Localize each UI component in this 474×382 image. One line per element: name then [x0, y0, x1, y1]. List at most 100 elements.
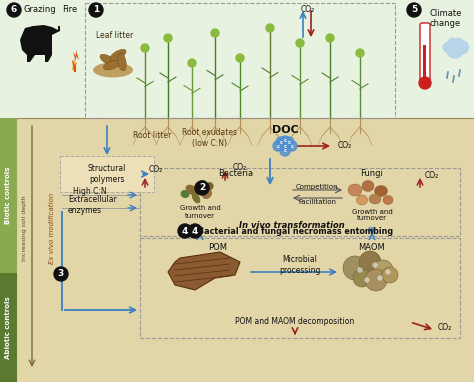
Ellipse shape	[110, 49, 126, 61]
Circle shape	[454, 38, 463, 47]
Ellipse shape	[369, 194, 381, 204]
Circle shape	[280, 146, 290, 156]
Bar	[0, 0, 474, 118]
Text: CO₂: CO₂	[149, 165, 163, 175]
Circle shape	[365, 269, 387, 291]
Circle shape	[236, 54, 244, 62]
Text: Structural
polymers: Structural polymers	[88, 164, 126, 184]
Polygon shape	[70, 50, 79, 72]
Text: CO₂: CO₂	[438, 324, 452, 332]
Ellipse shape	[192, 193, 200, 204]
Text: 6: 6	[11, 5, 17, 15]
Circle shape	[178, 224, 192, 238]
Ellipse shape	[374, 186, 388, 196]
Ellipse shape	[100, 54, 116, 66]
Text: In vivo transformation: In vivo transformation	[239, 220, 345, 230]
Text: Fire: Fire	[62, 5, 77, 15]
Ellipse shape	[202, 189, 212, 199]
Text: POM: POM	[209, 243, 228, 253]
Circle shape	[280, 141, 290, 151]
Circle shape	[141, 44, 149, 52]
Text: 5: 5	[411, 5, 417, 15]
Circle shape	[164, 34, 172, 42]
Text: c: c	[283, 144, 286, 149]
Text: 4: 4	[182, 227, 188, 235]
Circle shape	[195, 181, 209, 195]
Circle shape	[353, 269, 371, 287]
Circle shape	[296, 39, 304, 47]
Ellipse shape	[197, 180, 207, 188]
Text: MAOM: MAOM	[359, 243, 385, 253]
Text: Leaf litter: Leaf litter	[96, 31, 134, 39]
Circle shape	[273, 141, 283, 151]
Polygon shape	[20, 25, 60, 62]
Text: Grazing: Grazing	[24, 5, 56, 15]
Text: Ex vivo modification: Ex vivo modification	[49, 193, 55, 264]
FancyBboxPatch shape	[420, 23, 430, 82]
Circle shape	[54, 267, 68, 281]
Circle shape	[326, 34, 334, 42]
Text: CO₂: CO₂	[425, 170, 439, 180]
Circle shape	[89, 3, 103, 17]
Text: c: c	[276, 144, 280, 149]
Circle shape	[447, 42, 463, 58]
Polygon shape	[72, 58, 76, 70]
Text: c: c	[283, 139, 286, 144]
Circle shape	[266, 24, 274, 32]
Text: CO₂: CO₂	[233, 162, 247, 172]
Text: c: c	[288, 139, 291, 144]
Text: Growth and
turnover: Growth and turnover	[352, 209, 392, 222]
Circle shape	[419, 77, 431, 89]
Text: Root litter: Root litter	[133, 131, 171, 141]
Circle shape	[456, 41, 468, 53]
Circle shape	[357, 267, 363, 273]
Circle shape	[407, 3, 421, 17]
Text: 2: 2	[199, 183, 205, 193]
Ellipse shape	[118, 53, 126, 71]
FancyBboxPatch shape	[60, 156, 154, 192]
Bar	[0, 118, 474, 382]
Circle shape	[382, 267, 398, 283]
Text: c: c	[283, 149, 286, 154]
Circle shape	[364, 277, 370, 283]
Circle shape	[284, 137, 294, 147]
Ellipse shape	[383, 196, 393, 204]
Bar	[0, 273, 17, 382]
Circle shape	[449, 38, 456, 45]
Bar	[423, 45, 427, 82]
Text: POM and MAOM decomposition: POM and MAOM decomposition	[236, 317, 355, 327]
Circle shape	[280, 136, 290, 146]
Text: Climate
change: Climate change	[430, 9, 462, 28]
Text: Extracellular
enzymes: Extracellular enzymes	[68, 195, 117, 215]
Circle shape	[356, 49, 364, 57]
Polygon shape	[168, 252, 240, 290]
Ellipse shape	[362, 181, 374, 191]
Circle shape	[287, 141, 297, 151]
Text: Competition: Competition	[296, 184, 338, 190]
Circle shape	[373, 260, 393, 280]
Text: 3: 3	[58, 269, 64, 278]
Ellipse shape	[356, 195, 367, 205]
Text: Bacterial and fungal necromass entombing: Bacterial and fungal necromass entombing	[198, 227, 393, 235]
Text: c: c	[291, 144, 293, 149]
Circle shape	[377, 275, 383, 281]
Text: High C:N: High C:N	[73, 188, 107, 196]
Ellipse shape	[348, 184, 362, 196]
Bar	[18, 118, 474, 382]
Ellipse shape	[207, 182, 213, 190]
Ellipse shape	[181, 190, 190, 198]
Circle shape	[7, 3, 21, 17]
Ellipse shape	[103, 60, 120, 70]
Text: Root exudates
(low C:N): Root exudates (low C:N)	[182, 128, 237, 148]
Bar	[0, 118, 17, 273]
Circle shape	[343, 256, 367, 280]
Circle shape	[211, 29, 219, 37]
Text: Biotic controls: Biotic controls	[5, 167, 11, 224]
Text: Growth and
turnover: Growth and turnover	[180, 206, 220, 219]
Circle shape	[372, 262, 378, 268]
Circle shape	[276, 137, 286, 147]
Circle shape	[385, 269, 391, 275]
Text: Increasing soil depth: Increasing soil depth	[22, 195, 27, 261]
Text: 4: 4	[192, 227, 198, 235]
Text: Microbial
processing: Microbial processing	[279, 255, 321, 275]
